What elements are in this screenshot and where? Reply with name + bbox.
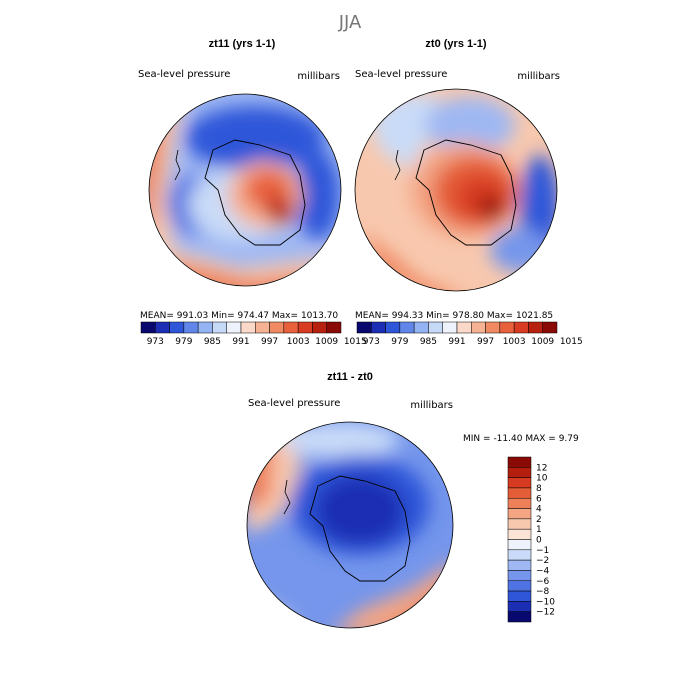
stats-line: MEAN= 991.03 Min= 974.47 Max= 1013.70 — [140, 311, 338, 321]
colorbar-tick-label: 973 — [147, 337, 164, 347]
colorbar-swatch — [507, 539, 532, 551]
colorbar-tick-label: −8 — [536, 587, 550, 597]
colorbar-tick-label: 6 — [536, 494, 542, 504]
colorbar-swatch — [183, 321, 199, 334]
colorbar-tick-label: −2 — [536, 556, 549, 566]
colorbar-swatch — [140, 321, 156, 334]
colorbar-swatch — [385, 321, 401, 334]
colorbar-swatch — [542, 321, 558, 334]
colorbar-tick-label: 997 — [261, 337, 278, 347]
panel-zt0: zt0 (yrs 1-1) Sea-level pressure milliba… — [354, 38, 583, 347]
colorbar-tick-label: 979 — [391, 337, 408, 347]
colorbar-swatch — [485, 321, 501, 334]
colorbar-swatch — [513, 321, 529, 334]
stats-line: MEAN= 994.33 Min= 978.80 Max= 1021.85 — [355, 311, 553, 321]
colorbar-tick-label: −1 — [536, 546, 549, 556]
panel-zt11: zt11 (yrs 1-1) Sea-level pressure millib… — [138, 38, 367, 347]
colorbar-swatch — [312, 321, 327, 334]
colorbar-swatch — [507, 580, 532, 592]
colorbar-tick-label: 10 — [536, 474, 548, 484]
colorbar-swatch — [507, 467, 532, 478]
colorbar-tick-label: 973 — [363, 337, 380, 347]
colorbar-tick-label: 1003 — [287, 337, 310, 347]
units-label: millibars — [297, 71, 340, 82]
polar-map — [247, 422, 453, 628]
colorbar-tick-label: 1015 — [344, 337, 367, 347]
panel-difference: zt11 - zt0 Sea-level pressure millibars … — [246, 371, 579, 629]
colorbar-swatch — [356, 321, 372, 334]
colorbar-swatch — [507, 528, 532, 540]
colorbar-tick-label: 2 — [536, 515, 542, 525]
colorbar: 973 979 985 991 997 1003 1009 1015 — [356, 321, 583, 347]
colorbar-swatch — [507, 570, 532, 581]
colorbar-swatch — [507, 518, 532, 530]
colorbar-tick-label: 1003 — [503, 337, 526, 347]
colorbar-tick-label: 0 — [536, 536, 542, 546]
colorbar-tick-label: −10 — [536, 597, 555, 607]
colorbar-tick-label: 985 — [204, 337, 221, 347]
colorbar-swatch — [507, 487, 532, 499]
colorbar-tick-label: 1009 — [315, 337, 338, 347]
colorbar-swatch — [428, 321, 443, 334]
colorbar-swatch — [528, 321, 543, 334]
units-label: millibars — [410, 400, 453, 411]
colorbar-swatch — [507, 611, 532, 623]
colorbar-tick-label: 1009 — [531, 337, 554, 347]
panel-title: zt11 (yrs 1-1) — [209, 38, 276, 50]
units-label: millibars — [517, 71, 560, 82]
polar-map — [355, 89, 557, 291]
colorbar-tick-label: −12 — [536, 608, 555, 618]
colorbar-swatch — [507, 508, 532, 520]
colorbar-swatch — [456, 321, 472, 334]
colorbar-swatch — [507, 559, 532, 571]
colorbar-swatch — [226, 321, 242, 334]
colorbar-tick-label: 8 — [536, 484, 542, 494]
polar-map — [149, 94, 341, 286]
colorbar-tick-label: −6 — [536, 577, 550, 587]
colorbar-swatch — [507, 456, 532, 468]
colorbar-swatch — [442, 321, 458, 334]
season-title: JJA — [338, 12, 362, 33]
colorbar-tick-label: 1 — [536, 525, 542, 535]
colorbar-tick-label: 985 — [420, 337, 437, 347]
colorbar-swatch — [297, 321, 313, 334]
colorbar-tick-label: 12 — [536, 463, 547, 473]
colorbar-swatch — [169, 321, 185, 334]
colorbar-tick-label: 4 — [536, 505, 542, 515]
colorbar-tick-label: 991 — [232, 337, 249, 347]
colorbar-swatch — [255, 321, 270, 334]
variable-label: Sea-level pressure — [138, 69, 230, 80]
colorbar-swatch — [197, 321, 213, 334]
colorbar-swatch — [155, 321, 170, 334]
colorbar-swatch — [399, 321, 415, 334]
colorbar-swatch — [413, 321, 429, 334]
colorbar-swatch — [240, 321, 256, 334]
colorbar-swatch — [507, 549, 532, 561]
minmax-label: MIN = -11.40 MAX = 9.79 — [463, 434, 579, 444]
colorbar-swatch — [283, 321, 299, 334]
variable-label: Sea-level pressure — [248, 398, 340, 409]
colorbar-swatch — [212, 321, 227, 334]
panel-title: zt0 (yrs 1-1) — [425, 38, 486, 50]
colorbar-swatch — [507, 498, 532, 509]
colorbar-swatch — [269, 321, 285, 334]
colorbar-tick-label: 991 — [448, 337, 465, 347]
colorbar-swatch — [499, 321, 515, 334]
colorbar-tick-label: −4 — [536, 566, 550, 576]
colorbar-swatch — [326, 321, 342, 334]
colorbar-swatch — [507, 477, 532, 489]
colorbar-tick-label: 979 — [175, 337, 192, 347]
panel-title: zt11 - zt0 — [327, 371, 373, 383]
colorbar-swatch — [507, 590, 532, 602]
colorbar-swatch — [507, 601, 532, 612]
colorbar-swatch — [471, 321, 486, 334]
colorbar: 973 979 985 991 997 1003 1009 1015 — [140, 321, 367, 347]
colorbar-tick-label: 1015 — [560, 337, 583, 347]
variable-label: Sea-level pressure — [355, 69, 447, 80]
colorbar-swatch — [371, 321, 386, 334]
colorbar-tick-label: 997 — [477, 337, 494, 347]
